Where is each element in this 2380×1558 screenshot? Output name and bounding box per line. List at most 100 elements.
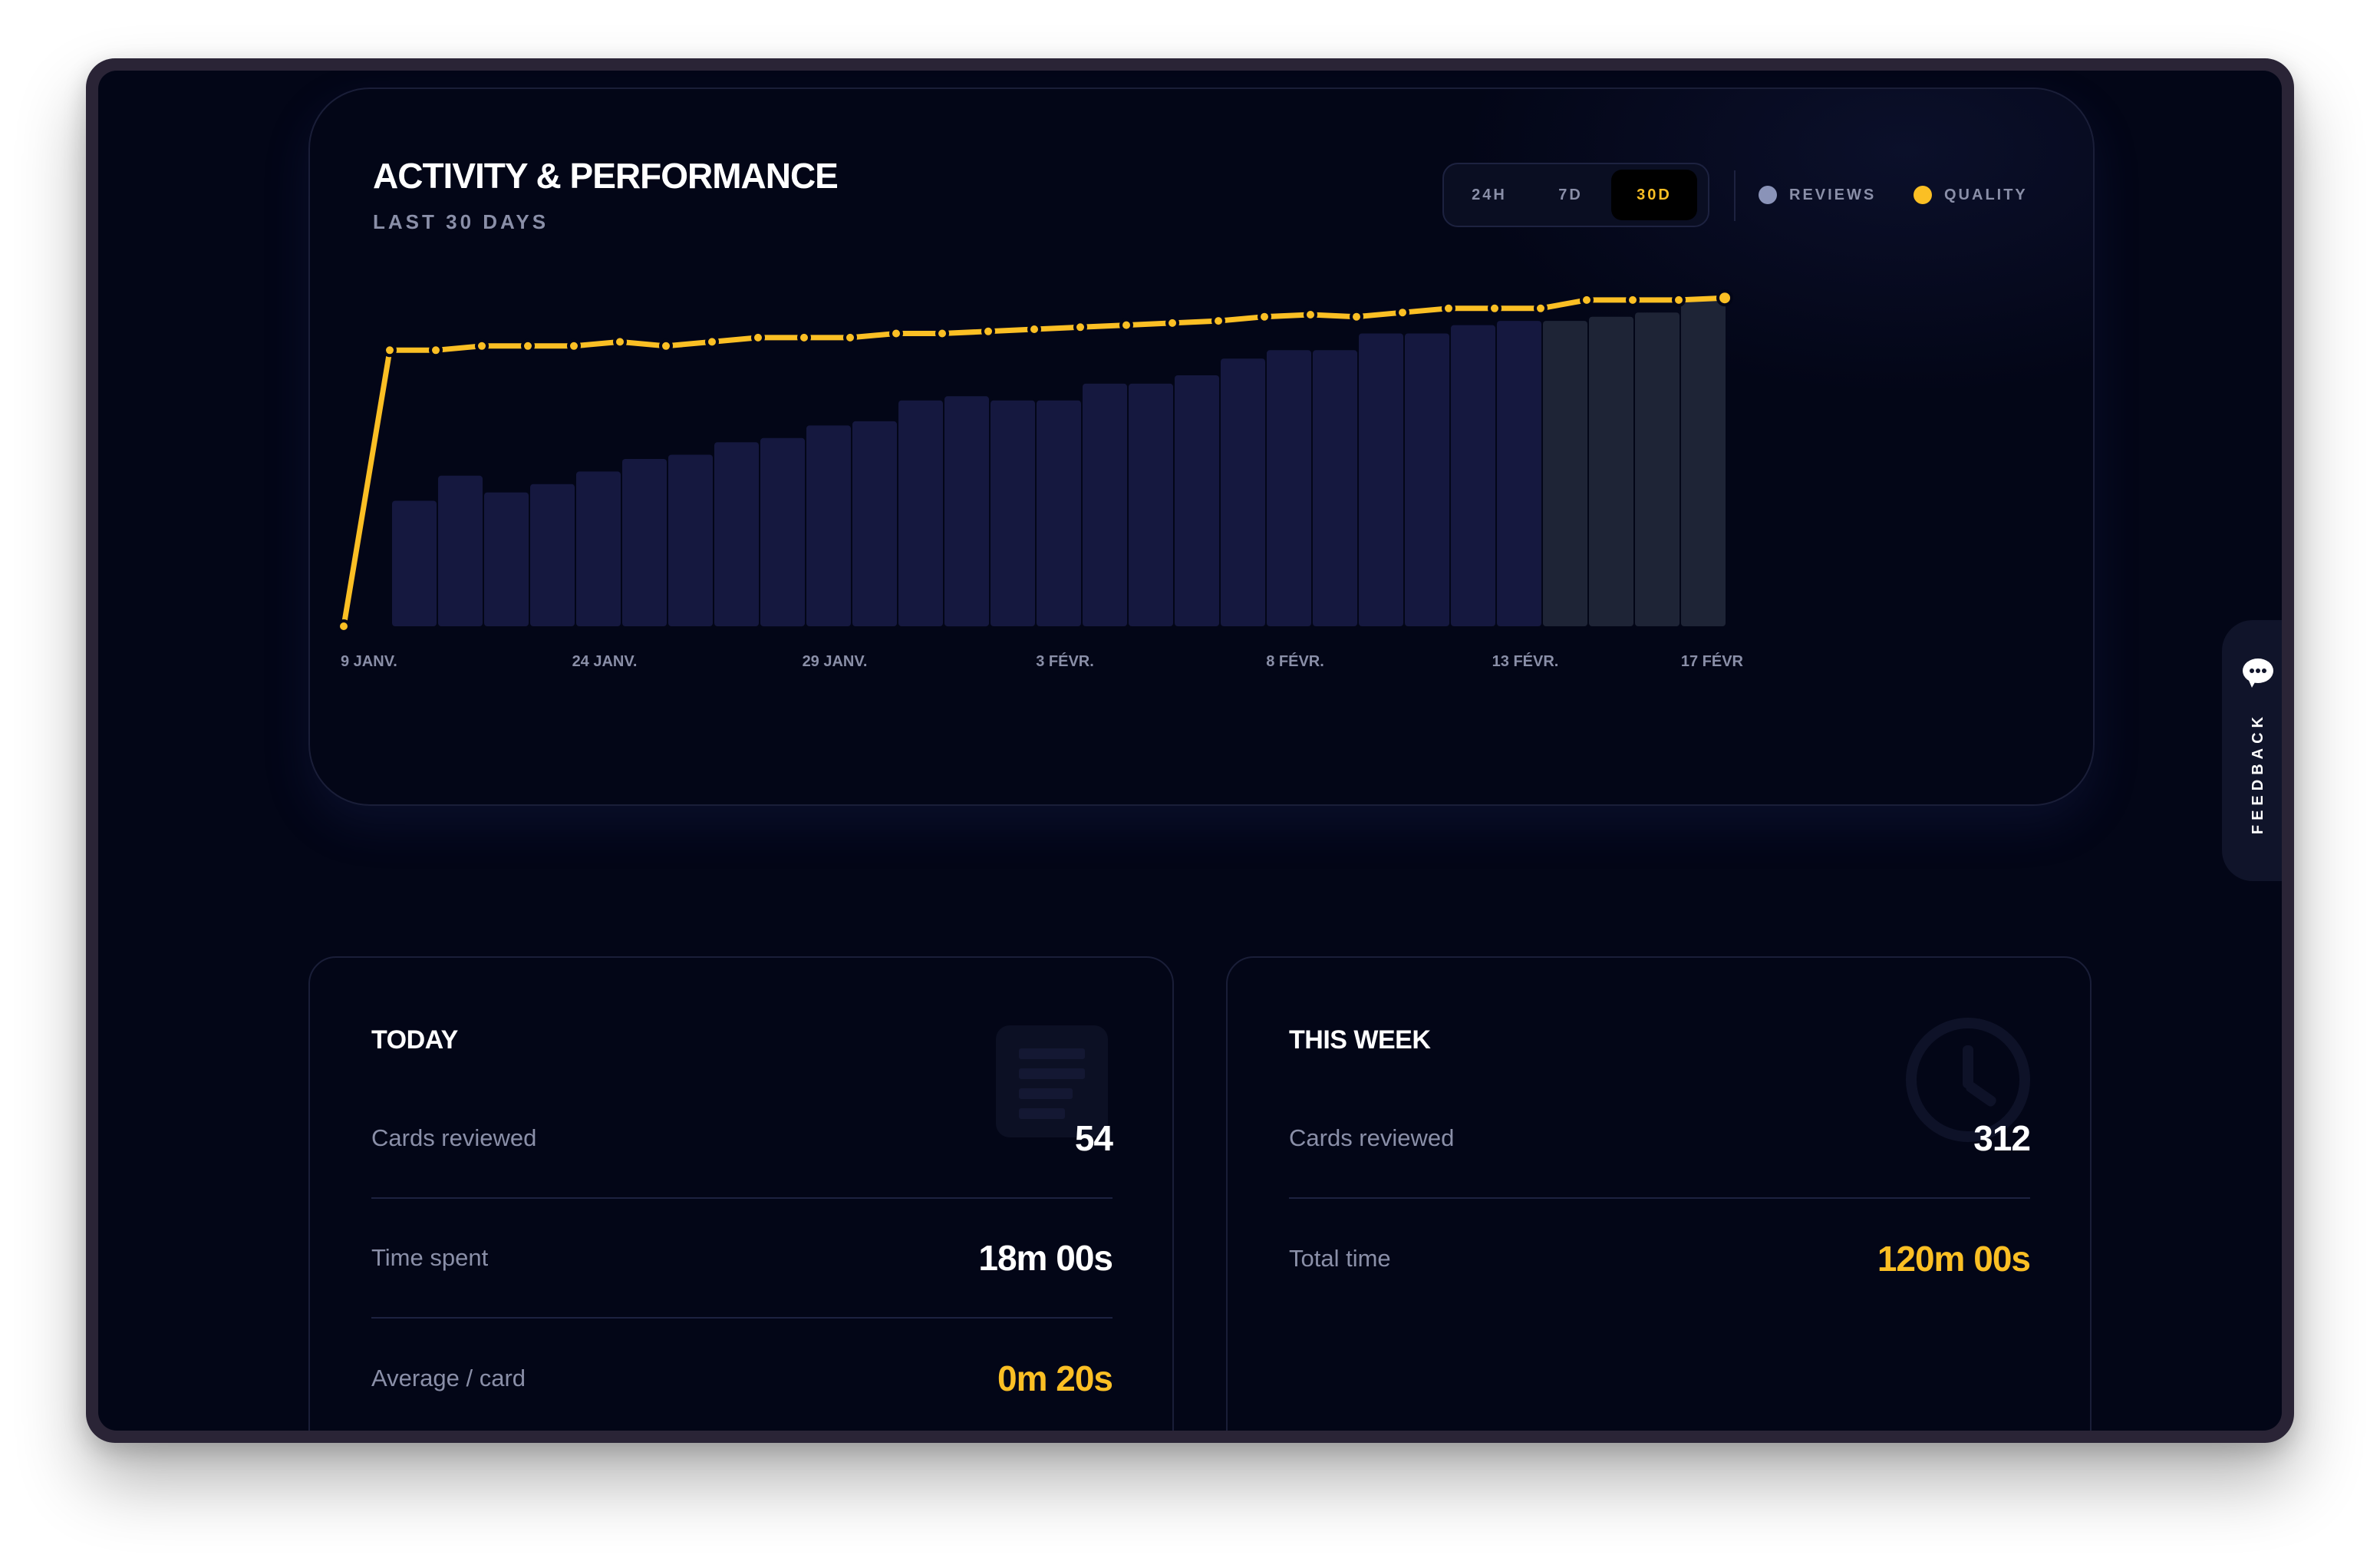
activity-card: ACTIVITY & PERFORMANCE LAST 30 DAYS 24H … xyxy=(308,87,2095,806)
feedback-tab[interactable]: FEEDBACK xyxy=(2222,620,2282,881)
stat-label: Total time xyxy=(1289,1245,1391,1272)
quality-point xyxy=(475,338,489,353)
review-bar xyxy=(852,421,897,626)
quality-dot-icon xyxy=(1914,186,1932,204)
quality-point xyxy=(705,335,719,349)
range-30d-button[interactable]: 30D xyxy=(1611,170,1697,220)
stat-value: 18m 00s xyxy=(978,1238,1113,1278)
feedback-label: FEEDBACK xyxy=(2249,712,2266,835)
quality-point xyxy=(429,343,443,358)
quality-point xyxy=(659,338,673,353)
review-bar xyxy=(1543,321,1587,626)
quality-point xyxy=(337,619,351,633)
quality-point xyxy=(1165,315,1179,330)
review-bar xyxy=(991,400,1035,626)
today-average-row: Average / card 0m 20s xyxy=(371,1319,1113,1431)
x-tick-label: 13 FÉVR. xyxy=(1492,652,1559,670)
quality-point xyxy=(521,338,535,353)
x-tick-label: 3 FÉVR. xyxy=(1036,652,1094,670)
quality-point xyxy=(1304,308,1317,322)
range-7d-button[interactable]: 7D xyxy=(1558,186,1583,203)
quality-point xyxy=(1073,320,1087,335)
review-bar xyxy=(668,454,713,626)
review-bar xyxy=(1037,400,1081,626)
stat-label: Cards reviewed xyxy=(1289,1124,1455,1151)
stat-value: 54 xyxy=(1074,1118,1113,1158)
review-bar xyxy=(1681,299,1726,626)
week-title: THIS WEEK xyxy=(1289,1025,1431,1055)
x-tick-label: 24 JANV. xyxy=(572,653,638,670)
review-bar xyxy=(898,400,943,626)
stat-value: 0m 20s xyxy=(997,1358,1113,1398)
quality-point xyxy=(1350,309,1363,324)
quality-point xyxy=(1672,292,1686,307)
activity-chart: 9 JANV. 24 JANV. 29 JANV. 3 FÉVR. 8 FÉVR. 13 … xyxy=(337,289,1744,670)
review-bar xyxy=(1497,321,1541,626)
review-bar xyxy=(530,484,575,626)
x-tick-label: 29 JANV. xyxy=(803,653,868,670)
review-bar xyxy=(1267,350,1311,626)
review-bar xyxy=(944,396,989,627)
quality-point xyxy=(1027,322,1041,336)
review-bar xyxy=(1405,333,1449,626)
review-bar xyxy=(392,500,437,626)
legend-divider xyxy=(1734,170,1736,221)
today-title: TODAY xyxy=(371,1025,458,1055)
review-bar xyxy=(760,437,805,627)
reviews-dot-icon xyxy=(1759,186,1777,204)
review-bar xyxy=(1359,333,1403,626)
review-bar xyxy=(714,442,759,626)
today-cards-reviewed-row: Cards reviewed 54 xyxy=(371,1079,1113,1199)
legend-quality: QUALITY xyxy=(1914,180,2028,210)
range-toggle: 24H 7D 30D xyxy=(1442,163,1709,227)
review-bar xyxy=(1221,358,1265,626)
quality-point xyxy=(1534,301,1548,315)
quality-point xyxy=(981,324,995,338)
document-icon xyxy=(996,1025,1108,1137)
week-card: THIS WEEK Cards reviewed 312 Total time … xyxy=(1226,956,2092,1431)
quality-point xyxy=(1716,289,1733,307)
legend-quality-label: QUALITY xyxy=(1944,186,2028,203)
range-24h-button[interactable]: 24H xyxy=(1472,186,1507,203)
quality-point xyxy=(1119,318,1133,332)
week-total-time-row: Total time 120m 00s xyxy=(1289,1199,2031,1319)
legend-reviews-label: REVIEWS xyxy=(1789,186,1877,203)
quality-point xyxy=(751,330,765,345)
today-time-spent-row: Time spent 18m 00s xyxy=(371,1199,1113,1319)
app-screen: ACTIVITY & PERFORMANCE LAST 30 DAYS 24H … xyxy=(98,71,2282,1431)
quality-point xyxy=(1211,314,1225,328)
card-title: ACTIVITY & PERFORMANCE xyxy=(373,156,839,196)
review-bar xyxy=(1129,383,1173,626)
quality-point xyxy=(383,343,397,358)
stat-label: Cards reviewed xyxy=(371,1124,537,1151)
review-bar xyxy=(1175,375,1219,626)
quality-point xyxy=(935,326,949,341)
quality-point xyxy=(1396,305,1409,320)
card-subtitle: LAST 30 DAYS xyxy=(373,210,549,233)
stat-value: 120m 00s xyxy=(1877,1239,2031,1279)
stat-label: Time spent xyxy=(371,1244,489,1271)
quality-point xyxy=(1626,292,1640,307)
review-bar xyxy=(1313,350,1357,626)
chat-bubble-icon xyxy=(2243,659,2273,689)
quality-point xyxy=(613,335,627,349)
device-frame: ACTIVITY & PERFORMANCE LAST 30 DAYS 24H … xyxy=(86,58,2294,1443)
week-cards-reviewed-row: Cards reviewed 312 xyxy=(1289,1079,2031,1199)
legend-reviews: REVIEWS xyxy=(1759,180,1876,210)
review-bar xyxy=(1083,383,1127,626)
review-bar xyxy=(806,425,851,626)
stat-value: 312 xyxy=(1973,1118,2031,1158)
quality-point xyxy=(889,326,903,341)
quality-point xyxy=(1488,301,1502,315)
quality-point xyxy=(843,330,857,345)
quality-point xyxy=(567,338,581,353)
review-bar xyxy=(1589,316,1633,626)
review-bar xyxy=(1451,325,1495,626)
quality-point xyxy=(1442,301,1455,315)
today-card: TODAY Cards reviewed 54 Time spent 18m 0… xyxy=(308,956,1174,1431)
review-bar xyxy=(484,492,529,626)
x-tick-label: 17 FÉVR xyxy=(1681,652,1744,670)
quality-point xyxy=(1258,309,1271,324)
review-bar xyxy=(1635,312,1680,626)
x-tick-label: 8 FÉVR. xyxy=(1266,652,1324,670)
